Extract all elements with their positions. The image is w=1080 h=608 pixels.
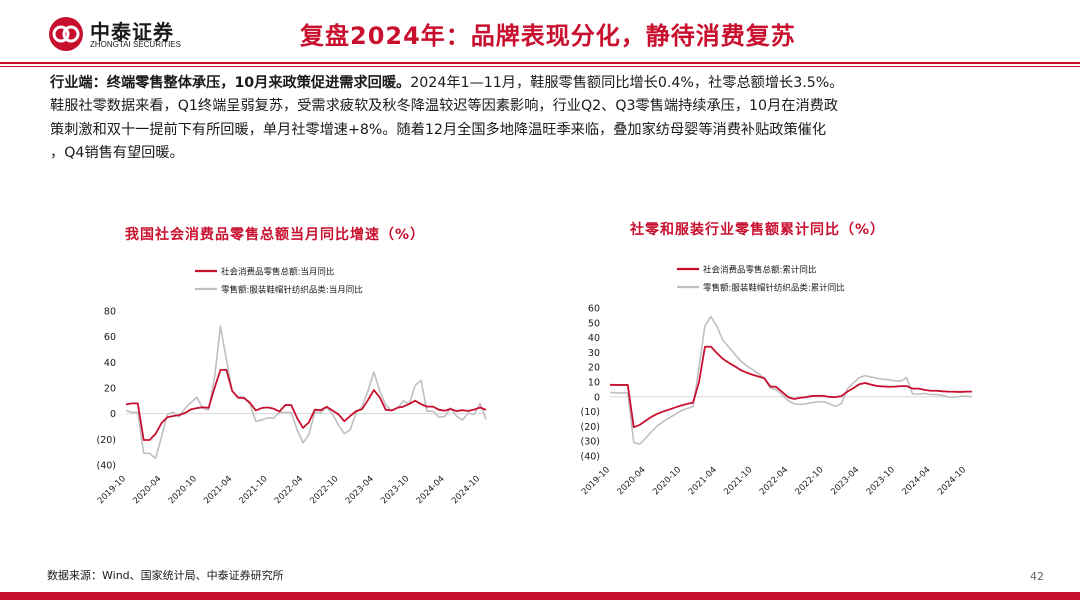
header-divider-thin xyxy=(0,66,1080,67)
legend-label-1: 社会消费品零售总额:累计同比 xyxy=(703,265,816,276)
chart-2-title: 社零和服装行业零售额累计同比（%） xyxy=(630,222,886,238)
x-tick-label: 2020-10 xyxy=(167,474,199,506)
x-tick-label: 2021-10 xyxy=(722,465,754,497)
x-tick-label: 2023-10 xyxy=(379,474,411,506)
x-tick-label: 2023-04 xyxy=(829,465,861,497)
summary-line-2: 鞋服社零数据来看，Q1终端呈弱复苏，受需求疲软及秋冬降温较迟等因素影响，行业Q2… xyxy=(50,98,839,115)
x-tick-label: 2024-10 xyxy=(936,465,968,497)
y-tick-label: 20 xyxy=(104,384,116,395)
summary-lead: 行业端：终端零售整体承压，10月来政策促进需求回暖。 xyxy=(50,75,411,91)
summary-line-4: ，Q4销售有望回暖。 xyxy=(50,145,184,162)
y-tick-label: (10) xyxy=(580,407,600,418)
x-tick-label: 2022-10 xyxy=(794,465,826,497)
x-tick-label: 2020-04 xyxy=(131,474,163,506)
x-tick-label: 2021-04 xyxy=(687,465,719,497)
x-tick-label: 2024-04 xyxy=(900,465,932,497)
y-tick-label: 40 xyxy=(588,333,600,344)
legend-label-2: 零售额:服装鞋帽针纺织品类:当月同比 xyxy=(221,285,363,296)
series-line-1 xyxy=(125,368,487,441)
y-tick-label: 60 xyxy=(588,304,600,315)
page-number: 42 xyxy=(1030,570,1044,583)
y-tick-label: 40 xyxy=(104,358,116,369)
y-tick-label: (20) xyxy=(96,435,116,446)
x-tick-label: 2022-04 xyxy=(758,465,790,497)
header-divider xyxy=(0,62,1080,64)
series-line-1 xyxy=(609,345,972,429)
x-tick-label: 2019-10 xyxy=(96,474,128,506)
page-title: 复盘2024年：品牌表现分化，静待消费复苏 xyxy=(300,22,796,50)
zhongtai-logo-icon xyxy=(49,17,83,51)
series-line-2 xyxy=(125,325,487,460)
company-logo: 中泰证券 ZHONGTAI SECURITIES xyxy=(48,14,198,54)
y-tick-label: 0 xyxy=(110,409,116,420)
x-tick-label: 2022-10 xyxy=(308,474,340,506)
x-tick-label: 2020-04 xyxy=(616,465,648,497)
x-tick-label: 2024-04 xyxy=(415,474,447,506)
x-tick-label: 2021-10 xyxy=(238,474,270,506)
summary-line-1: 2024年1—11月，鞋服零售额同比增长0.4%，社零总额增长3.5%。 xyxy=(410,75,844,91)
y-tick-label: (30) xyxy=(580,437,600,448)
x-tick-label: 2023-10 xyxy=(865,465,897,497)
logo-name-cn: 中泰证券 xyxy=(90,20,174,44)
y-tick-label: 50 xyxy=(588,318,600,329)
y-tick-label: 80 xyxy=(104,307,116,318)
header: 中泰证券 ZHONGTAI SECURITIES 复盘2024年：品牌表现分化，… xyxy=(0,0,1080,67)
y-tick-label: (40) xyxy=(96,461,116,472)
y-tick-label: (40) xyxy=(580,452,600,463)
series-line-2 xyxy=(609,315,973,445)
legend-label-1: 社会消费品零售总额:当月同比 xyxy=(221,267,334,278)
chart-1-title: 我国社会消费品零售总额当月同比增速（%） xyxy=(125,227,426,243)
legend-label-2: 零售额:服装鞋帽针纺织品类:累计同比 xyxy=(703,283,845,294)
y-tick-label: 20 xyxy=(588,363,600,374)
y-tick-label: 10 xyxy=(588,378,600,389)
x-tick-label: 2020-10 xyxy=(651,465,683,497)
y-tick-label: 30 xyxy=(588,348,600,359)
x-tick-label: 2023-04 xyxy=(344,474,376,506)
y-tick-label: 60 xyxy=(104,332,116,343)
x-tick-label: 2022-04 xyxy=(273,474,305,506)
summary-paragraph: 行业端：终端零售整体承压，10月来政策促进需求回暖。2024年1—11月，鞋服零… xyxy=(50,72,1035,166)
x-tick-label: 2024-10 xyxy=(450,474,482,506)
y-tick-label: 0 xyxy=(594,392,600,403)
summary-line-3: 策刺激和双十一提前下有所回暖，单月社零增速+8%。随着12月全国多地降温旺季来临… xyxy=(50,121,827,138)
y-tick-label: (20) xyxy=(580,422,600,433)
x-tick-label: 2019-10 xyxy=(580,465,612,497)
footer-bar xyxy=(0,592,1080,600)
logo-name-en: ZHONGTAI SECURITIES xyxy=(90,40,181,49)
data-source: 数据来源：Wind、国家统计局、中泰证券研究所 xyxy=(47,569,284,582)
x-tick-label: 2021-04 xyxy=(202,474,234,506)
